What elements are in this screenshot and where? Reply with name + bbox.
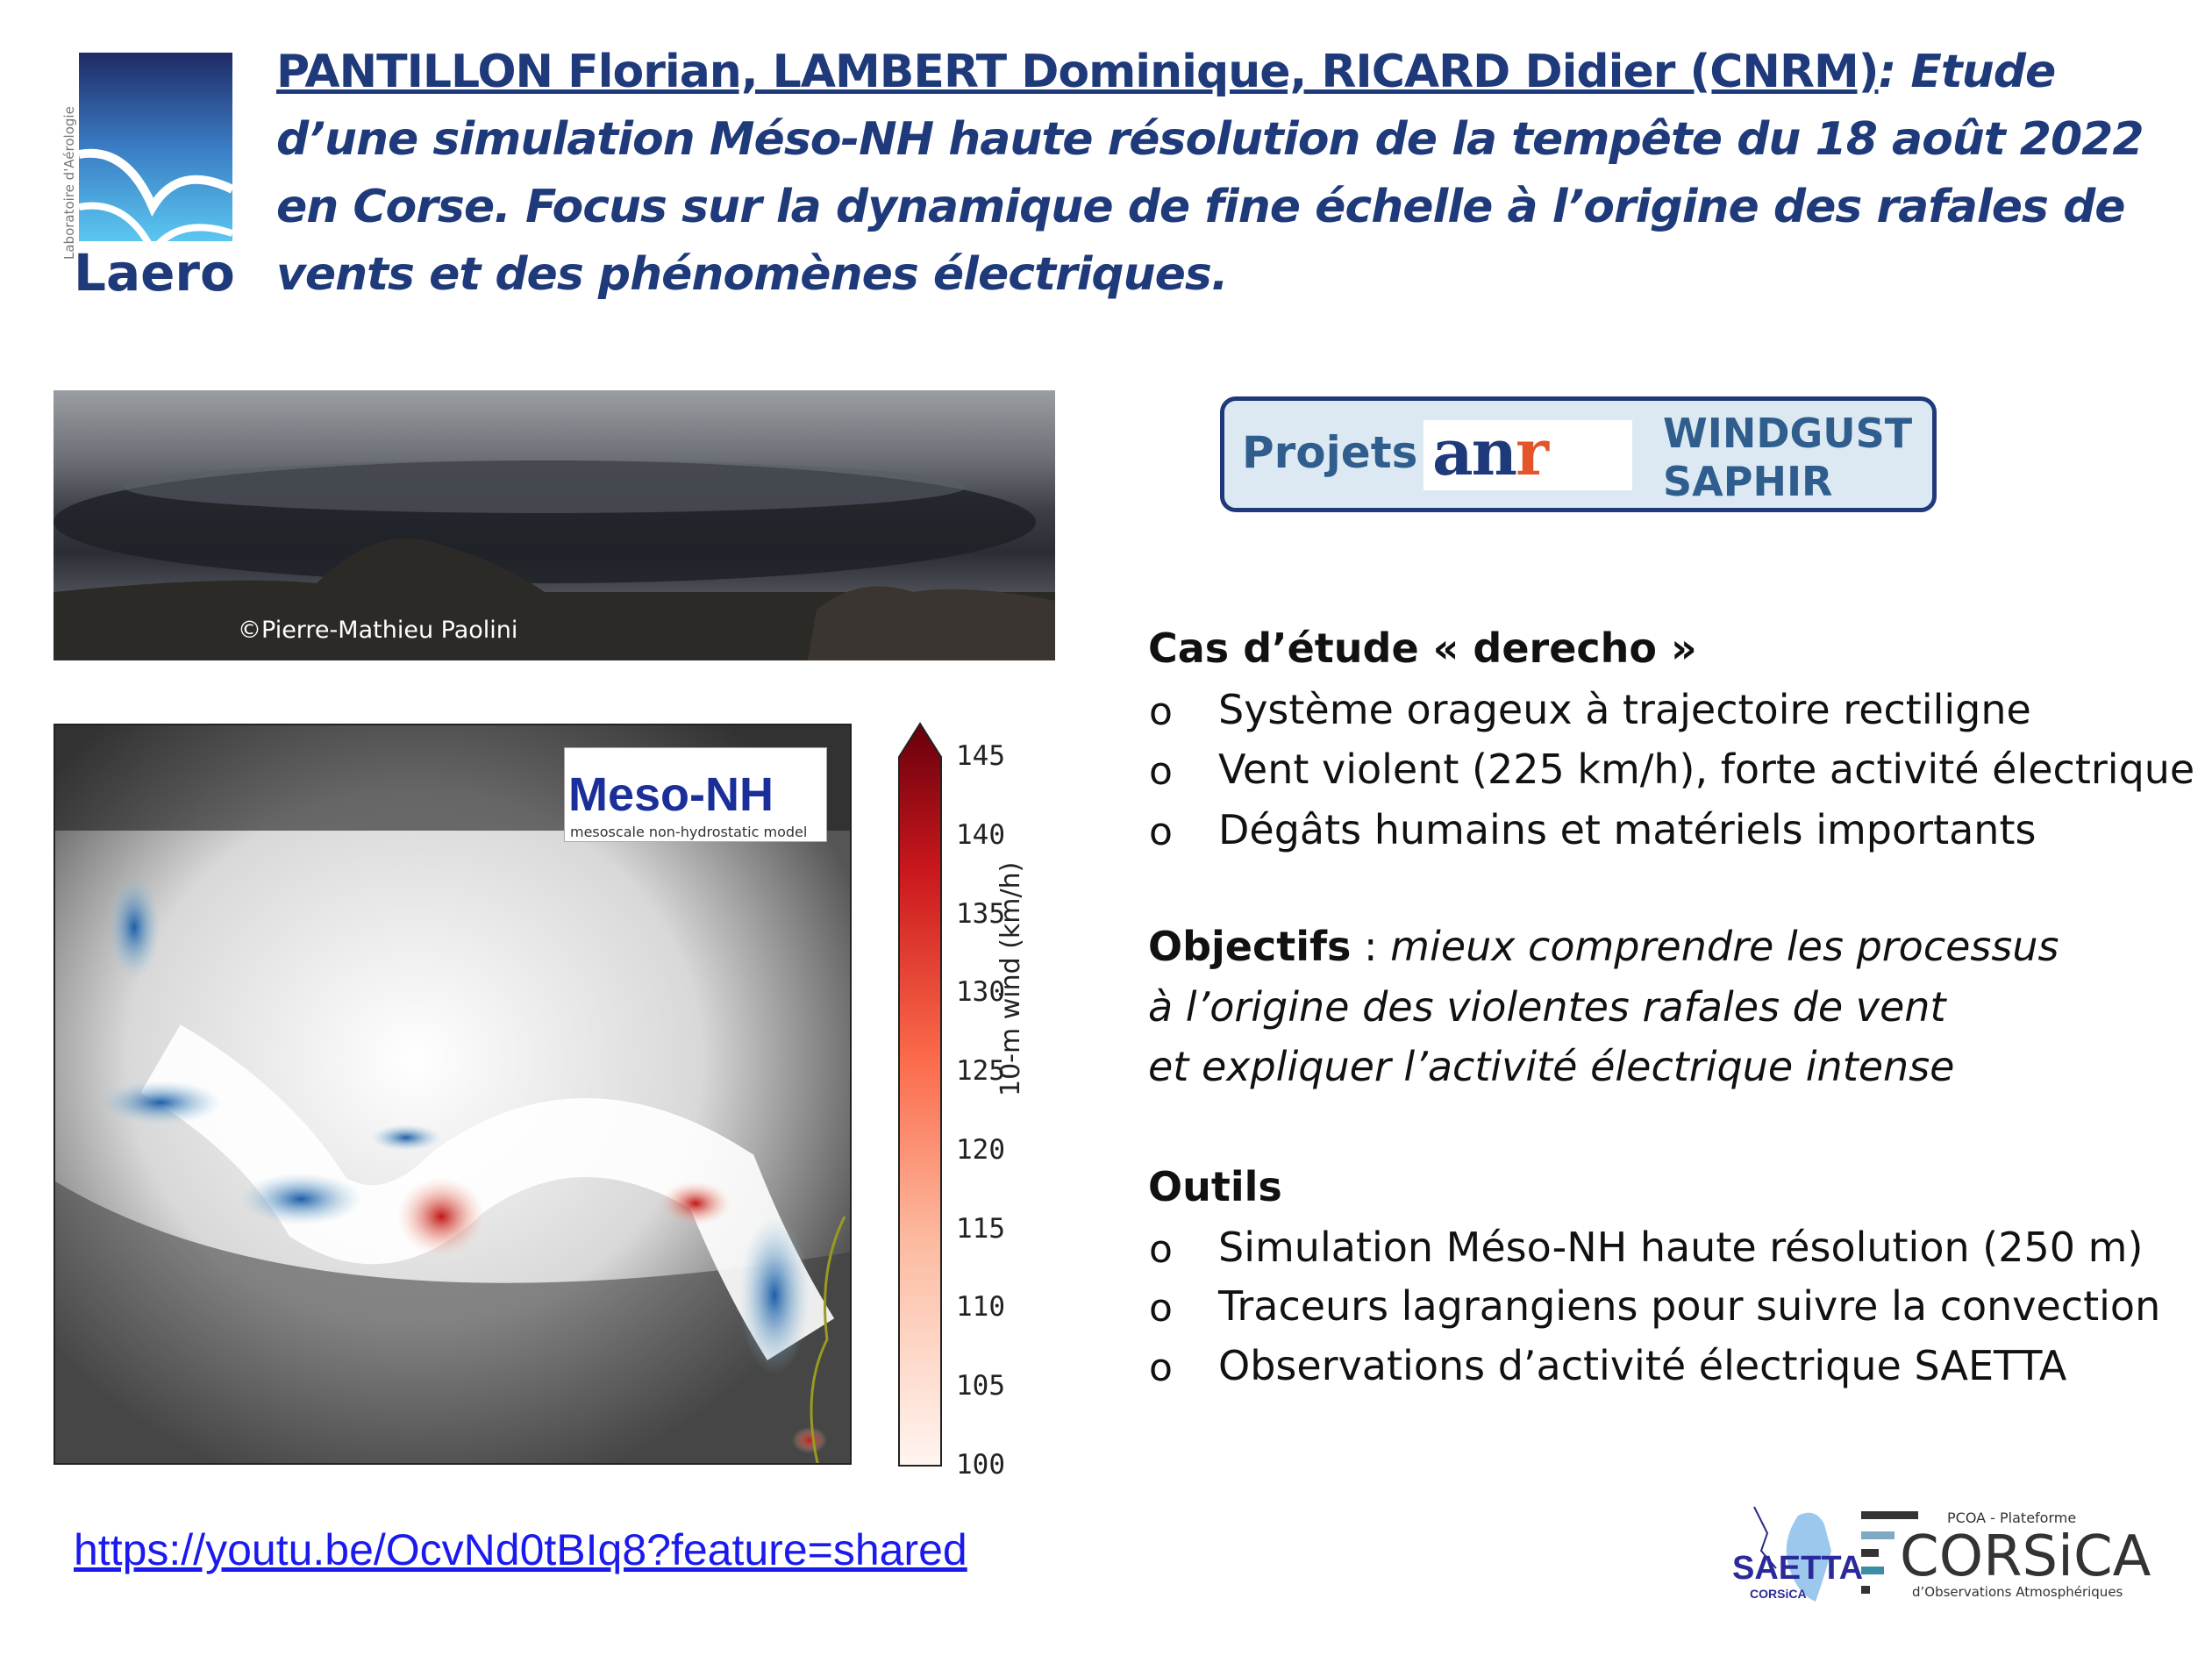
tool-item: Simulation Méso-NH haute résolution (250… (1218, 1224, 2144, 1271)
anr-projects-box: Projets anr WINDGUST SAPHIR (1220, 396, 1937, 512)
corsica-text: CORSiCA (1900, 1524, 2151, 1589)
tool-item: Observations d’activité électrique SAETT… (1218, 1342, 2067, 1389)
mesonh-subtitle: mesoscale non-hydrostatic model (570, 824, 808, 840)
case-item: Dégâts humains et matériels importants (1218, 806, 2037, 853)
objectives-text: à l’origine des violentes rafales de ven… (1148, 983, 1946, 1031)
colorbar-tick-label: 140 (956, 818, 1005, 851)
project-names: WINDGUST SAPHIR (1663, 410, 1912, 506)
tools-heading: Outils (1148, 1163, 1282, 1210)
objectives-label: Objectifs (1148, 923, 1352, 970)
colorbar-label: 10-m wind (km/h) (995, 861, 1026, 1096)
mesonh-logo: Meso-NH mesoscale non-hydrostatic model (564, 747, 827, 842)
case-item: Vent violent (225 km/h), forte activité … (1218, 746, 2195, 793)
mesonh-logo-text: Meso-NH (568, 768, 774, 821)
tool-item: Traceurs lagrangiens pour suivre la conv… (1218, 1282, 2161, 1330)
colorbar (897, 722, 943, 1467)
pcoa-text: PCOA - Plateforme (1947, 1510, 2076, 1526)
bullet-icon: o (1149, 1345, 1173, 1390)
objectives-sep: : (1351, 923, 1391, 970)
project-windgust: WINDGUST (1663, 410, 1913, 457)
storm-photo: ©Pierre-Mathieu Paolini (54, 390, 1055, 660)
colorbar-tick-label: 125 (956, 1055, 1005, 1088)
colorbar-tick-label: 130 (956, 976, 1005, 1009)
bullet-icon: o (1149, 689, 1173, 734)
case-item: Système orageux à trajectoire rectiligne (1218, 686, 2031, 733)
projets-label: Projets (1242, 427, 1418, 478)
saetta-corsica-logos: SAETTA CORSiCA PCOA - Plateforme CORSiCA… (1728, 1498, 2175, 1603)
colorbar-tick-label: 120 (956, 1133, 1005, 1166)
wind-map: Meso-NH mesoscale non-hydrostatic model (54, 724, 852, 1465)
corsica-sub: d’Observations Atmosphériques (1912, 1584, 2123, 1600)
project-saphir: SAPHIR (1663, 458, 1833, 505)
laero-vertical-text: Laboratoire d'Aérologie (61, 106, 77, 260)
photo-credit: ©Pierre-Mathieu Paolini (238, 617, 518, 644)
colorbar-tick-label: 135 (956, 897, 1005, 930)
saetta-sub: CORSiCA (1750, 1587, 1807, 1601)
page-title: PANTILLON Florian, LAMBERT Dominique, RI… (276, 39, 2188, 309)
title-text: : Etude d’une simulation Méso-NH haute r… (276, 46, 2144, 301)
colorbar-tick-label: 110 (956, 1291, 1005, 1324)
authors-link[interactable]: PANTILLON Florian, LAMBERT Dominique, RI… (276, 46, 1879, 98)
laero-text: Laero (74, 243, 235, 296)
saetta-text: SAETTA (1732, 1550, 1863, 1587)
bullet-icon: o (1149, 810, 1173, 854)
colorbar-tick-label: 105 (956, 1370, 1005, 1402)
case-heading: Cas d’étude « derecho » (1148, 625, 1697, 672)
bullet-icon: o (1149, 1227, 1173, 1272)
objectives-text: et expliquer l’activité électrique inten… (1148, 1043, 1955, 1090)
youtube-link[interactable]: https://youtu.be/OcvNd0tBIq8?feature=sha… (74, 1525, 967, 1574)
bullet-icon: o (1149, 1286, 1173, 1331)
colorbar-tick-label: 100 (956, 1449, 1005, 1481)
objectives-line: Objectifs : mieux comprendre les process… (1148, 923, 2059, 970)
bullet-icon: o (1149, 749, 1173, 794)
colorbar-tick-label: 145 (956, 740, 1005, 772)
anr-logo: anr (1424, 415, 1632, 490)
colorbar-tick-label: 115 (956, 1212, 1005, 1245)
objectives-text: mieux comprendre les processus (1390, 923, 2059, 970)
laero-logo: Laero Laboratoire d'Aérologie (56, 49, 236, 303)
